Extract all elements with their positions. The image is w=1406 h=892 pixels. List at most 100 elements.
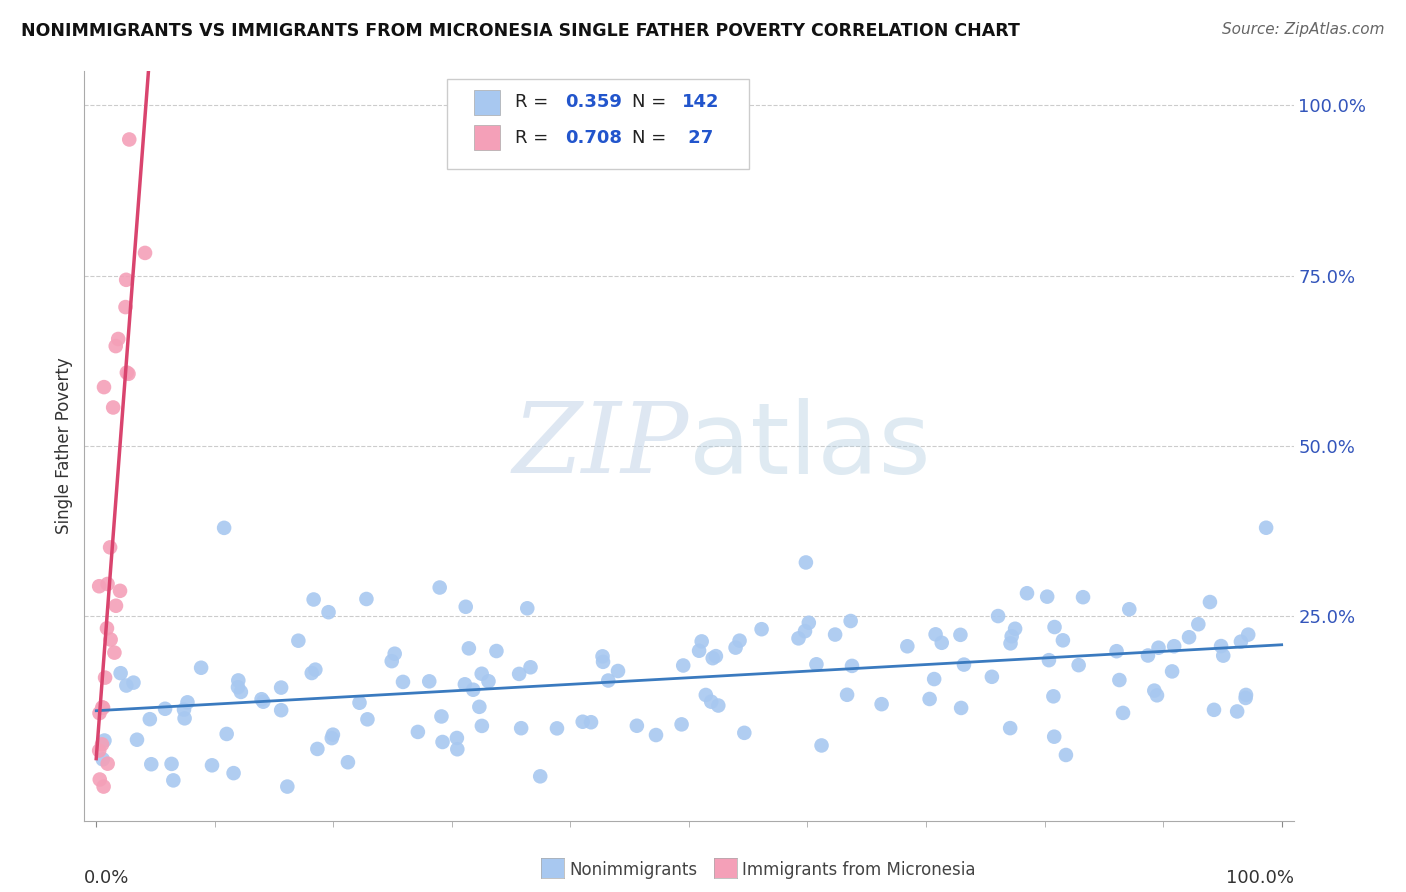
Point — [1237, 627, 1260, 641]
Point — [125, 732, 148, 747]
Point — [321, 731, 343, 745]
Point — [141, 757, 163, 772]
Point — [89, 743, 111, 757]
Point — [728, 633, 751, 648]
Text: 0.708: 0.708 — [565, 128, 623, 146]
Point — [1038, 653, 1060, 667]
Text: Source: ZipAtlas.com: Source: ZipAtlas.com — [1222, 22, 1385, 37]
Point — [96, 621, 118, 635]
Point — [122, 675, 145, 690]
Point — [226, 673, 249, 688]
Point — [110, 666, 132, 681]
Point — [1001, 629, 1024, 643]
Point — [598, 673, 620, 688]
Point — [160, 756, 183, 771]
Point — [118, 132, 141, 146]
Point — [229, 685, 252, 699]
Point — [704, 649, 727, 664]
Point — [980, 670, 1002, 684]
Point — [115, 679, 138, 693]
Point — [516, 601, 538, 615]
Text: NONIMMIGRANTS VS IMMIGRANTS FROM MICRONESIA SINGLE FATHER POVERTY CORRELATION CH: NONIMMIGRANTS VS IMMIGRANTS FROM MICRONE… — [21, 22, 1019, 40]
Point — [794, 624, 817, 639]
Point — [322, 728, 344, 742]
Point — [270, 681, 292, 695]
Text: 100.0%: 100.0% — [1226, 870, 1294, 888]
Point — [107, 332, 129, 346]
Point — [98, 541, 121, 555]
Point — [101, 401, 124, 415]
Point — [690, 634, 713, 648]
Point — [571, 714, 593, 729]
Text: Nonimmigrants: Nonimmigrants — [569, 861, 697, 879]
Point — [1042, 690, 1064, 704]
Point — [406, 725, 429, 739]
Point — [430, 709, 453, 723]
FancyBboxPatch shape — [474, 125, 501, 150]
Point — [485, 644, 508, 658]
Point — [270, 703, 292, 717]
Point — [108, 583, 131, 598]
Point — [89, 706, 111, 720]
Point — [471, 719, 494, 733]
Text: N =: N = — [633, 94, 672, 112]
Point — [949, 628, 972, 642]
Point — [471, 666, 494, 681]
Point — [841, 659, 863, 673]
Point — [134, 246, 156, 260]
Point — [797, 615, 820, 630]
Text: R =: R = — [515, 128, 554, 146]
Point — [950, 701, 973, 715]
Point — [176, 695, 198, 709]
Point — [162, 773, 184, 788]
Point — [301, 665, 323, 680]
Point — [287, 633, 309, 648]
Point — [1054, 747, 1077, 762]
Point — [302, 592, 325, 607]
Point — [546, 722, 568, 736]
Point — [117, 367, 139, 381]
Point — [529, 769, 551, 783]
Point — [1147, 640, 1170, 655]
Point — [392, 674, 415, 689]
Point — [1015, 586, 1038, 600]
Point — [336, 756, 359, 770]
Point — [702, 651, 724, 665]
Point — [1202, 703, 1225, 717]
Point — [226, 680, 249, 694]
Point — [695, 688, 717, 702]
Point — [1143, 683, 1166, 698]
Point — [1004, 622, 1026, 636]
Text: N =: N = — [633, 128, 672, 146]
Point — [1178, 630, 1201, 644]
Point — [215, 727, 238, 741]
Point — [1230, 634, 1253, 648]
Text: 27: 27 — [682, 128, 713, 146]
Point — [724, 640, 747, 655]
Point — [100, 632, 122, 647]
Point — [1108, 673, 1130, 687]
Point — [987, 609, 1010, 624]
Point — [356, 712, 378, 726]
Point — [468, 699, 491, 714]
Point — [1234, 690, 1257, 705]
Point — [707, 698, 730, 713]
Point — [922, 672, 945, 686]
Point — [93, 733, 115, 747]
Text: 0.0%: 0.0% — [84, 870, 129, 888]
Point — [432, 735, 454, 749]
Point — [810, 739, 832, 753]
Point — [91, 752, 114, 766]
Point — [93, 780, 115, 794]
Point — [870, 697, 893, 711]
Point — [1052, 633, 1074, 648]
Text: 0.359: 0.359 — [565, 94, 623, 112]
Point — [794, 556, 817, 570]
Point — [508, 667, 530, 681]
Point — [173, 711, 195, 725]
Point — [998, 721, 1021, 735]
Point — [733, 726, 755, 740]
Point — [671, 717, 693, 731]
Point — [222, 766, 245, 780]
Point — [607, 664, 630, 678]
